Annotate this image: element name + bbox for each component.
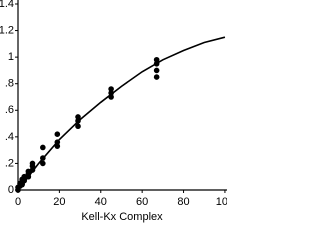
x-tick-label: 40: [95, 196, 107, 208]
data-point: [54, 139, 61, 145]
data-point: [108, 94, 114, 100]
y-tick-label: .8: [5, 78, 14, 90]
fit-curve: [17, 36, 226, 191]
data-point: [21, 177, 28, 184]
data-point: [153, 56, 160, 63]
page: Kell-Kx Complex 0 .2 .4 .6 .8 1 1.2 1.4 0 20 40 60 8…: [0, 0, 227, 223]
x-tick-label: 0: [15, 196, 21, 208]
x-axis-label: Kell-Kx Complex: [81, 211, 163, 223]
y-tick-label: 0: [8, 184, 14, 196]
x-tick-label: 80: [177, 196, 189, 208]
y-tick-label: 1.4: [0, 0, 14, 10]
y-tick-label: 1.2: [0, 24, 14, 36]
data-point: [40, 155, 46, 161]
data-point: [153, 60, 160, 67]
data-point: [21, 173, 28, 180]
y-tick-label: .2: [5, 157, 14, 169]
data-point: [25, 173, 32, 180]
data-point: [153, 67, 160, 74]
data-point: [75, 114, 81, 120]
data-point: [153, 74, 160, 80]
x-tick-label: 100: [216, 196, 227, 208]
data-point: [40, 144, 46, 151]
y-tick-label: .6: [5, 104, 14, 116]
data-point: [40, 160, 46, 167]
data-point: [75, 118, 81, 124]
x-tick-label: 60: [136, 196, 148, 208]
data-point: [108, 86, 114, 92]
data-point: [54, 131, 61, 137]
data-point: [29, 167, 36, 173]
y-tick-label: .4: [5, 131, 14, 143]
data-point: [54, 143, 61, 149]
data-point: [108, 90, 114, 96]
data-point: [75, 123, 81, 130]
chart: Kell-Kx Complex 0 .2 .4 .6 .8 1 1.2 1.4 0 20 40 60 8…: [0, 0, 227, 223]
data-point: [29, 160, 36, 167]
y-tick-label: 1: [8, 51, 14, 63]
x-tick-label: 20: [53, 196, 65, 208]
